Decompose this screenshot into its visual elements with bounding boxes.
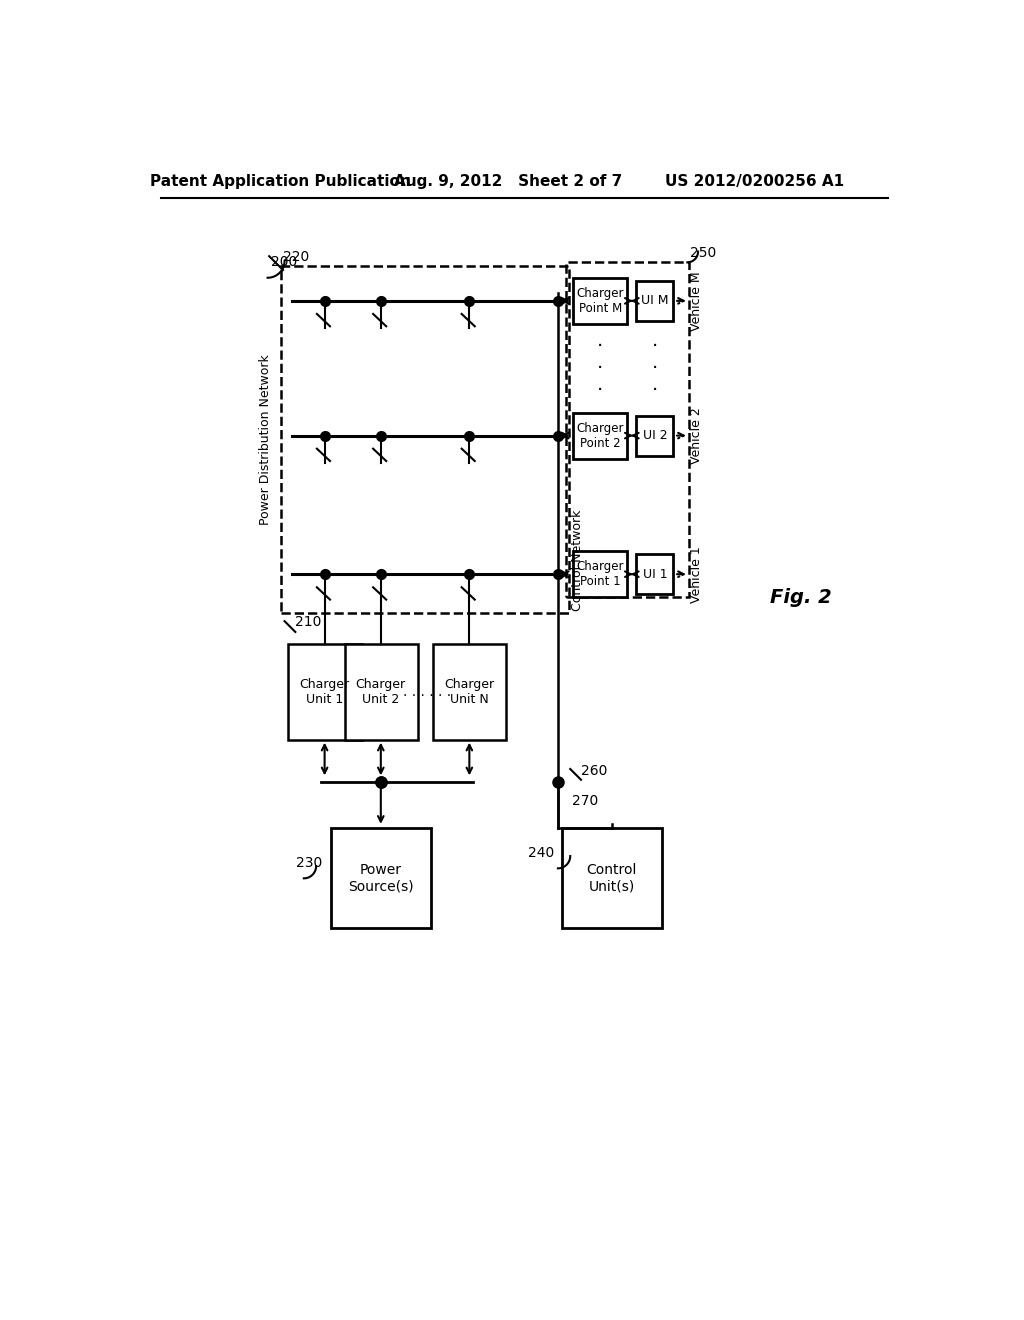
Bar	[433, 644, 506, 739]
Text: Vehicle 1: Vehicle 1	[690, 546, 703, 602]
Bar	[637, 554, 674, 594]
Text: Charger
Point 2: Charger Point 2	[577, 421, 624, 450]
Bar	[637, 416, 674, 455]
Bar	[281, 267, 569, 612]
Text: 230: 230	[296, 857, 323, 870]
Text: UI 2: UI 2	[643, 429, 668, 442]
Text: Power
Source(s): Power Source(s)	[348, 863, 414, 894]
Text: US 2012/0200256 A1: US 2012/0200256 A1	[665, 174, 844, 189]
Text: Charger
Point M: Charger Point M	[577, 286, 624, 315]
Text: 200: 200	[270, 255, 297, 269]
Bar	[331, 829, 431, 928]
Text: ·
·
·: · · ·	[652, 337, 658, 400]
Text: 270: 270	[571, 795, 598, 808]
Text: Charger
Unit 2: Charger Unit 2	[355, 677, 406, 706]
Bar	[573, 277, 628, 323]
Text: Control Network: Control Network	[570, 510, 584, 611]
Text: ·
·
·: · · ·	[597, 337, 603, 400]
Bar	[573, 552, 628, 598]
Bar	[565, 263, 689, 598]
Bar	[345, 644, 418, 739]
Text: Vehicle M: Vehicle M	[690, 271, 703, 331]
Text: 220: 220	[283, 249, 309, 264]
Text: 240: 240	[527, 846, 554, 861]
Text: Vehicle 2: Vehicle 2	[690, 408, 703, 463]
Text: Charger
Point 1: Charger Point 1	[577, 560, 624, 589]
Text: UI M: UI M	[641, 294, 669, 308]
Text: 260: 260	[581, 763, 607, 777]
Text: Control
Unit(s): Control Unit(s)	[587, 863, 637, 894]
Bar	[562, 829, 662, 928]
Text: Power Distribution Network: Power Distribution Network	[259, 354, 271, 525]
Bar	[289, 644, 361, 739]
Text: . . . . . .: . . . . . .	[403, 685, 452, 698]
Text: 250: 250	[690, 246, 717, 260]
Bar	[637, 281, 674, 321]
Text: 210: 210	[295, 615, 321, 628]
Text: Fig. 2: Fig. 2	[770, 587, 831, 607]
Text: UI 1: UI 1	[643, 568, 668, 581]
Bar	[573, 412, 628, 459]
Text: Charger
Unit 1: Charger Unit 1	[300, 677, 349, 706]
Text: Charger
Unit N: Charger Unit N	[444, 677, 495, 706]
Text: Patent Application Publication: Patent Application Publication	[151, 174, 411, 189]
Text: Aug. 9, 2012   Sheet 2 of 7: Aug. 9, 2012 Sheet 2 of 7	[394, 174, 622, 189]
